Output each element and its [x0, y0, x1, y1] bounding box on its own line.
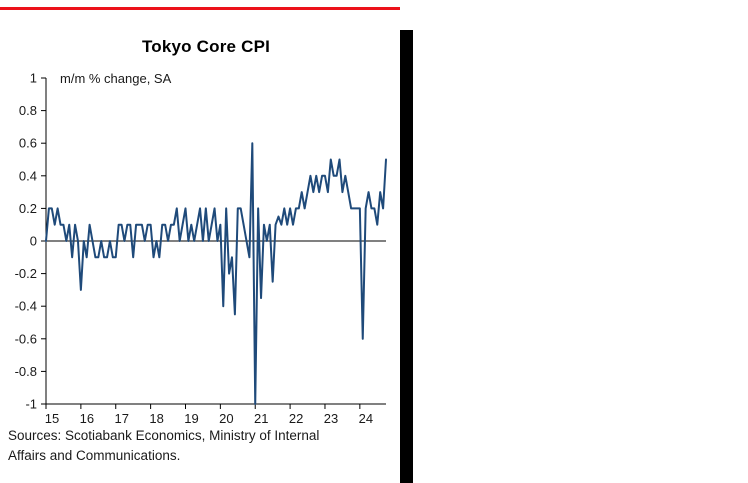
vertical-divider-bar: [400, 30, 413, 483]
svg-text:-0.8: -0.8: [15, 364, 37, 379]
chart-subtitle: m/m % change, SA: [60, 71, 172, 86]
svg-text:1: 1: [30, 71, 37, 86]
source-note: Sources: Scotiabank Economics, Ministry …: [8, 426, 398, 465]
svg-text:22: 22: [289, 411, 303, 426]
svg-text:24: 24: [359, 411, 373, 426]
svg-text:0.2: 0.2: [19, 201, 37, 216]
svg-text:19: 19: [184, 411, 198, 426]
chart-panel: Tokyo Core CPI m/m % change, SA 1 0.8 0.6 0…: [0, 7, 400, 465]
svg-text:21: 21: [254, 411, 268, 426]
source-note-line1: Sources: Scotiabank Economics, Ministry …: [8, 428, 320, 443]
svg-text:-0.2: -0.2: [15, 266, 37, 281]
svg-text:-0.4: -0.4: [15, 299, 37, 314]
svg-text:0: 0: [30, 234, 37, 249]
chart-title: Tokyo Core CPI: [141, 37, 271, 56]
svg-text:17: 17: [115, 411, 129, 426]
svg-text:16: 16: [80, 411, 94, 426]
top-red-rule: [0, 7, 400, 10]
svg-text:0.6: 0.6: [19, 136, 37, 151]
svg-text:23: 23: [324, 411, 338, 426]
svg-text:-0.6: -0.6: [15, 331, 37, 346]
source-note-line2: Affairs and Communications.: [8, 447, 181, 463]
svg-text:0.4: 0.4: [19, 168, 37, 183]
svg-text:20: 20: [219, 411, 233, 426]
svg-text:-1: -1: [25, 397, 37, 412]
svg-text:0.8: 0.8: [19, 103, 37, 118]
svg-text:15: 15: [45, 411, 59, 426]
tokyo-core-cpi-line-chart: 1 0.8 0.6 0.4 0.2 0 -0.2 -0.4 -0.6 -0.8 -1 15 16 17 18…: [15, 71, 387, 426]
svg-text:18: 18: [149, 411, 163, 426]
